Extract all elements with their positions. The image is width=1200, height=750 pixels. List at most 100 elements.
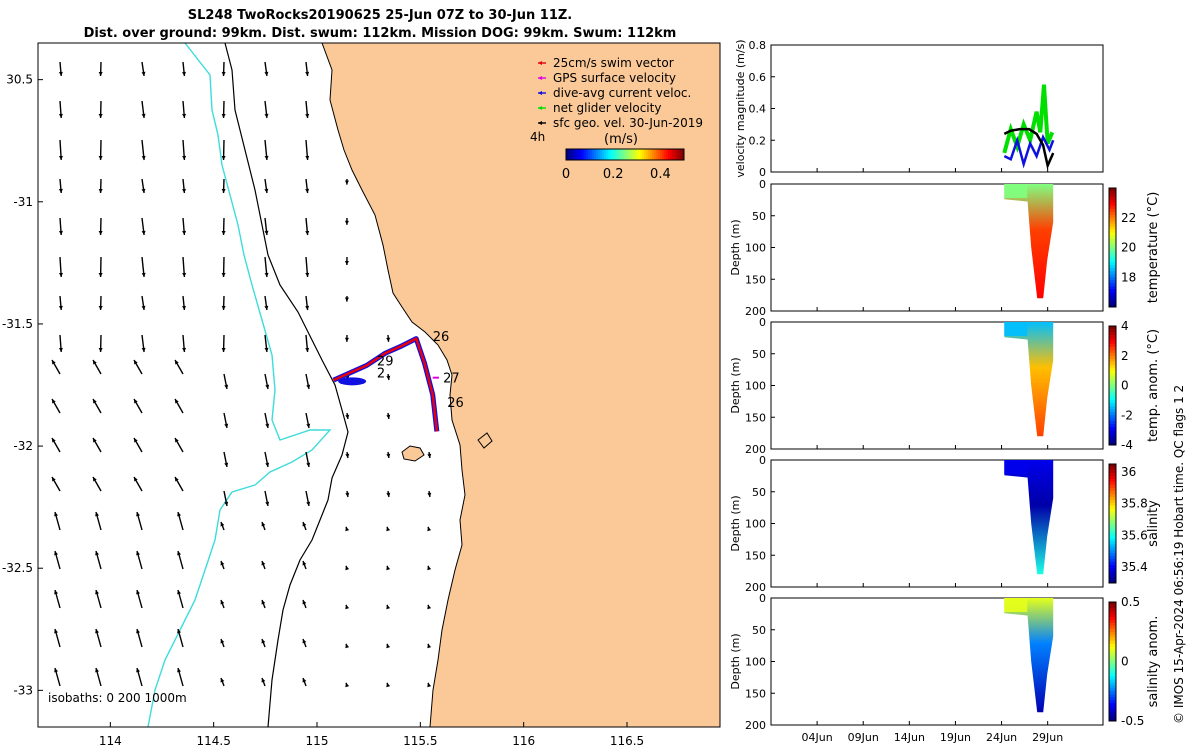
profile-colorbar-cell — [1109, 649, 1116, 654]
profile-colorbar-cell — [1109, 286, 1116, 290]
profile-colorbar-cell — [1109, 679, 1116, 683]
current-arrowhead — [95, 668, 99, 673]
profile-colorbar-cell — [1109, 289, 1116, 293]
profile-colorbar-cell — [1109, 622, 1116, 627]
profile-colorbar-cell — [1109, 214, 1116, 219]
colorbar-cell — [636, 149, 639, 160]
profile-colorbar-cell — [1109, 424, 1116, 428]
profile-colorbar-cell — [1109, 484, 1116, 489]
profile-colorbar-cell — [1109, 538, 1116, 542]
profile-colorbar-cell — [1109, 268, 1116, 272]
profile-colorbar-cell — [1109, 673, 1116, 677]
current-arrowhead — [265, 462, 270, 467]
profile-colorbar-label: salinity anom. — [1146, 616, 1161, 708]
current-arrowhead — [58, 155, 63, 160]
colorbar-cell — [660, 149, 663, 160]
current-arrowhead — [175, 438, 179, 443]
current-arrowhead — [302, 600, 307, 605]
profile-colorbar-cell — [1109, 715, 1116, 719]
current-arrowhead — [305, 71, 310, 76]
current-arrowhead — [305, 155, 310, 160]
profile-y-tick-label: 50 — [752, 348, 766, 361]
profile-colorbar-cell — [1109, 625, 1116, 630]
map-y-tick-label: -32 — [13, 439, 33, 453]
current-arrowhead — [345, 414, 350, 419]
profile-colorbar-cell — [1109, 223, 1116, 228]
current-arrowhead — [306, 462, 311, 467]
current-arrowhead — [345, 492, 350, 497]
profile-y-axis-label: Depth (m) — [729, 219, 742, 275]
profile-colorbar-cell — [1109, 700, 1116, 704]
current-arrowhead — [182, 230, 187, 235]
current-arrowhead — [221, 113, 226, 118]
profile-colorbar-cell — [1109, 421, 1116, 425]
profile-colorbar-cell — [1109, 283, 1116, 287]
profile-colorbar-cell — [1109, 403, 1116, 407]
profile-colorbar-cell — [1109, 475, 1116, 480]
colorbar-cell — [672, 149, 675, 160]
current-arrowhead — [386, 375, 391, 380]
current-arrowhead — [221, 347, 226, 352]
profile-colorbar-cell — [1109, 547, 1116, 551]
profile-colorbar-cell — [1109, 697, 1116, 701]
profile-colorbar-cell — [1109, 628, 1116, 633]
profile-colorbar-cell — [1109, 682, 1116, 686]
profile-colorbar-cell — [1109, 364, 1116, 369]
current-arrowhead — [345, 453, 350, 458]
colorbar-cell — [652, 149, 655, 160]
current-arrowhead — [141, 71, 146, 76]
current-arrowhead — [182, 188, 186, 193]
profile-colorbar-tick-label: -2 — [1121, 408, 1133, 422]
profile-data-curtain — [1004, 322, 1054, 437]
profile-colorbar-cell — [1109, 370, 1116, 375]
profile-colorbar-cell — [1109, 412, 1116, 416]
profile-colorbar-cell — [1109, 685, 1116, 689]
profile-colorbar-cell — [1109, 295, 1116, 299]
profile-colorbar-cell — [1109, 367, 1116, 372]
current-arrowhead — [264, 305, 269, 310]
current-arrowhead — [58, 230, 63, 235]
map-y-tick-label: -31.5 — [2, 317, 33, 331]
profile-colorbar-cell — [1109, 466, 1116, 471]
current-arrowhead — [182, 305, 186, 310]
profile-colorbar-cell — [1109, 208, 1116, 213]
profile-colorbar-cell — [1109, 379, 1116, 384]
colorbar-cell — [598, 149, 601, 160]
colorbar-cell — [676, 149, 679, 160]
profile-colorbar-cell — [1109, 643, 1116, 648]
profile-colorbar-cell — [1109, 712, 1116, 716]
profile-colorbar-cell — [1109, 415, 1116, 419]
current-arrowhead — [95, 551, 99, 556]
current-arrowhead — [177, 590, 181, 595]
profile-colorbar-tick-label: 0 — [1121, 655, 1129, 669]
map-y-tick-label: -33 — [13, 683, 33, 697]
profile-y-tick-label: 50 — [752, 486, 766, 499]
current-arrowhead — [264, 230, 269, 235]
current-arrowhead — [224, 384, 229, 389]
current-arrowhead — [264, 155, 269, 160]
colorbar-tick-label: 0.4 — [650, 167, 671, 182]
profile-colorbar-cell — [1109, 373, 1116, 378]
current-arrowhead — [54, 668, 58, 673]
profile-colorbar-cell — [1109, 502, 1116, 507]
profile-colorbar-cell — [1109, 190, 1116, 195]
current-arrowhead — [265, 423, 270, 428]
profile-colorbar-cell — [1109, 298, 1116, 302]
profile-colorbar-tick-label: 0 — [1121, 379, 1129, 393]
profile-colorbar-label: salinity — [1146, 500, 1161, 547]
timestep-label: 4h — [530, 130, 545, 144]
current-arrowhead — [221, 71, 226, 76]
isobath-200m — [224, 43, 349, 727]
current-arrowhead — [305, 272, 310, 277]
current-arrowhead — [538, 121, 542, 125]
colorbar-cell — [586, 149, 589, 160]
map-y-tick-label: -32.5 — [2, 561, 33, 575]
current-arrowhead — [386, 337, 391, 342]
profile-colorbar-cell — [1109, 676, 1116, 680]
current-arrowhead — [220, 561, 225, 566]
current-arrowhead — [224, 462, 229, 467]
current-arrowhead — [427, 453, 432, 458]
profile-colorbar-cell — [1109, 340, 1116, 345]
colorbar-cell — [578, 149, 581, 160]
